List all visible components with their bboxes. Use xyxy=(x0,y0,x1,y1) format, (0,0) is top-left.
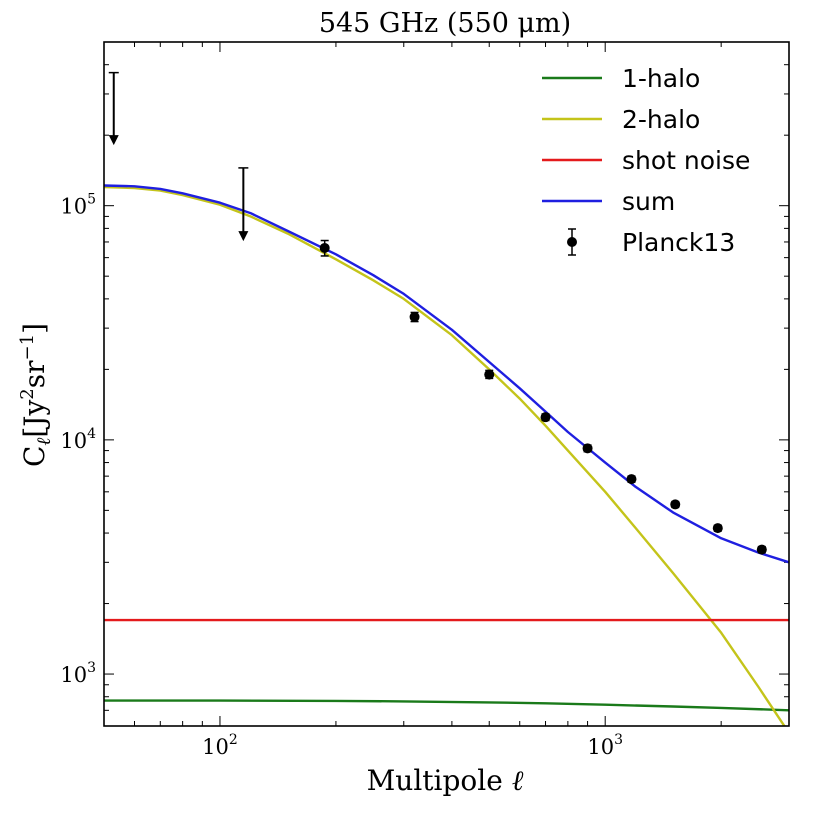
data-point xyxy=(540,412,551,423)
y-axis-label-unit: [Jy xyxy=(18,400,51,438)
y-axis-label: Cℓ[Jy2sr−1] xyxy=(17,323,55,467)
series-line-sum xyxy=(104,184,789,564)
x-tick-label-base: 10 xyxy=(202,735,229,759)
data-point xyxy=(670,499,681,510)
axis-ticks xyxy=(103,41,790,727)
series-layer xyxy=(104,184,789,726)
data-points xyxy=(319,239,767,555)
upper-limit-arrows xyxy=(108,71,249,242)
y-axis-label-sup1: 2 xyxy=(17,388,38,399)
plot-frame xyxy=(103,41,790,727)
x-tick-label-exp: 3 xyxy=(614,732,623,748)
x-tick-label-base: 10 xyxy=(587,735,614,759)
legend-label: sum xyxy=(622,187,675,216)
data-point xyxy=(319,242,330,253)
y-tick-label: 103 xyxy=(60,660,96,687)
upper-limit-arrowhead xyxy=(108,135,119,146)
y-tick-label: 105 xyxy=(60,192,96,219)
y-axis-label-unit2: sr xyxy=(18,360,51,388)
legend-label: 1-halo xyxy=(622,64,700,93)
upper-limit-arrowhead xyxy=(238,231,249,242)
y-tick-label-base: 10 xyxy=(60,429,87,453)
y-axis-label-close: ] xyxy=(18,323,51,334)
y-tick-label: 104 xyxy=(60,426,96,453)
y-tick-label-base: 10 xyxy=(60,195,87,219)
x-tick-label: 103 xyxy=(587,732,623,759)
series-line-2-halo xyxy=(104,185,786,726)
y-axis-label-sup2: −1 xyxy=(17,334,38,361)
data-point xyxy=(409,311,420,322)
legend-label: shot noise xyxy=(622,146,750,175)
y-tick-label-base: 10 xyxy=(60,663,87,687)
legend-label: Planck13 xyxy=(622,228,735,257)
x-axis-label-symbol: ℓ xyxy=(512,764,524,797)
legend-point-marker xyxy=(567,237,577,247)
chart-title: 545 GHz (550 μm) xyxy=(319,8,571,39)
data-point xyxy=(484,369,495,380)
y-tick-label-exp: 5 xyxy=(87,192,96,208)
y-axis-label-c: C xyxy=(18,446,51,467)
y-tick-label-exp: 3 xyxy=(87,660,96,676)
data-point xyxy=(712,523,723,534)
data-point xyxy=(582,443,593,454)
series-line-1-halo xyxy=(104,699,789,712)
data-point xyxy=(626,474,637,485)
data-point xyxy=(756,544,767,555)
x-axis-label-main: Multipole xyxy=(367,764,512,797)
legend: 1-halo 2-halo shot noise sum Planck13 xyxy=(542,64,750,257)
y-axis-label-sub: ℓ xyxy=(33,438,55,446)
x-tick-label-exp: 2 xyxy=(229,732,238,748)
legend-label: 2-halo xyxy=(622,105,700,134)
x-tick-label: 102 xyxy=(202,732,238,759)
x-axis-label: Multipole ℓ xyxy=(367,764,524,797)
y-tick-label-exp: 4 xyxy=(87,426,96,442)
